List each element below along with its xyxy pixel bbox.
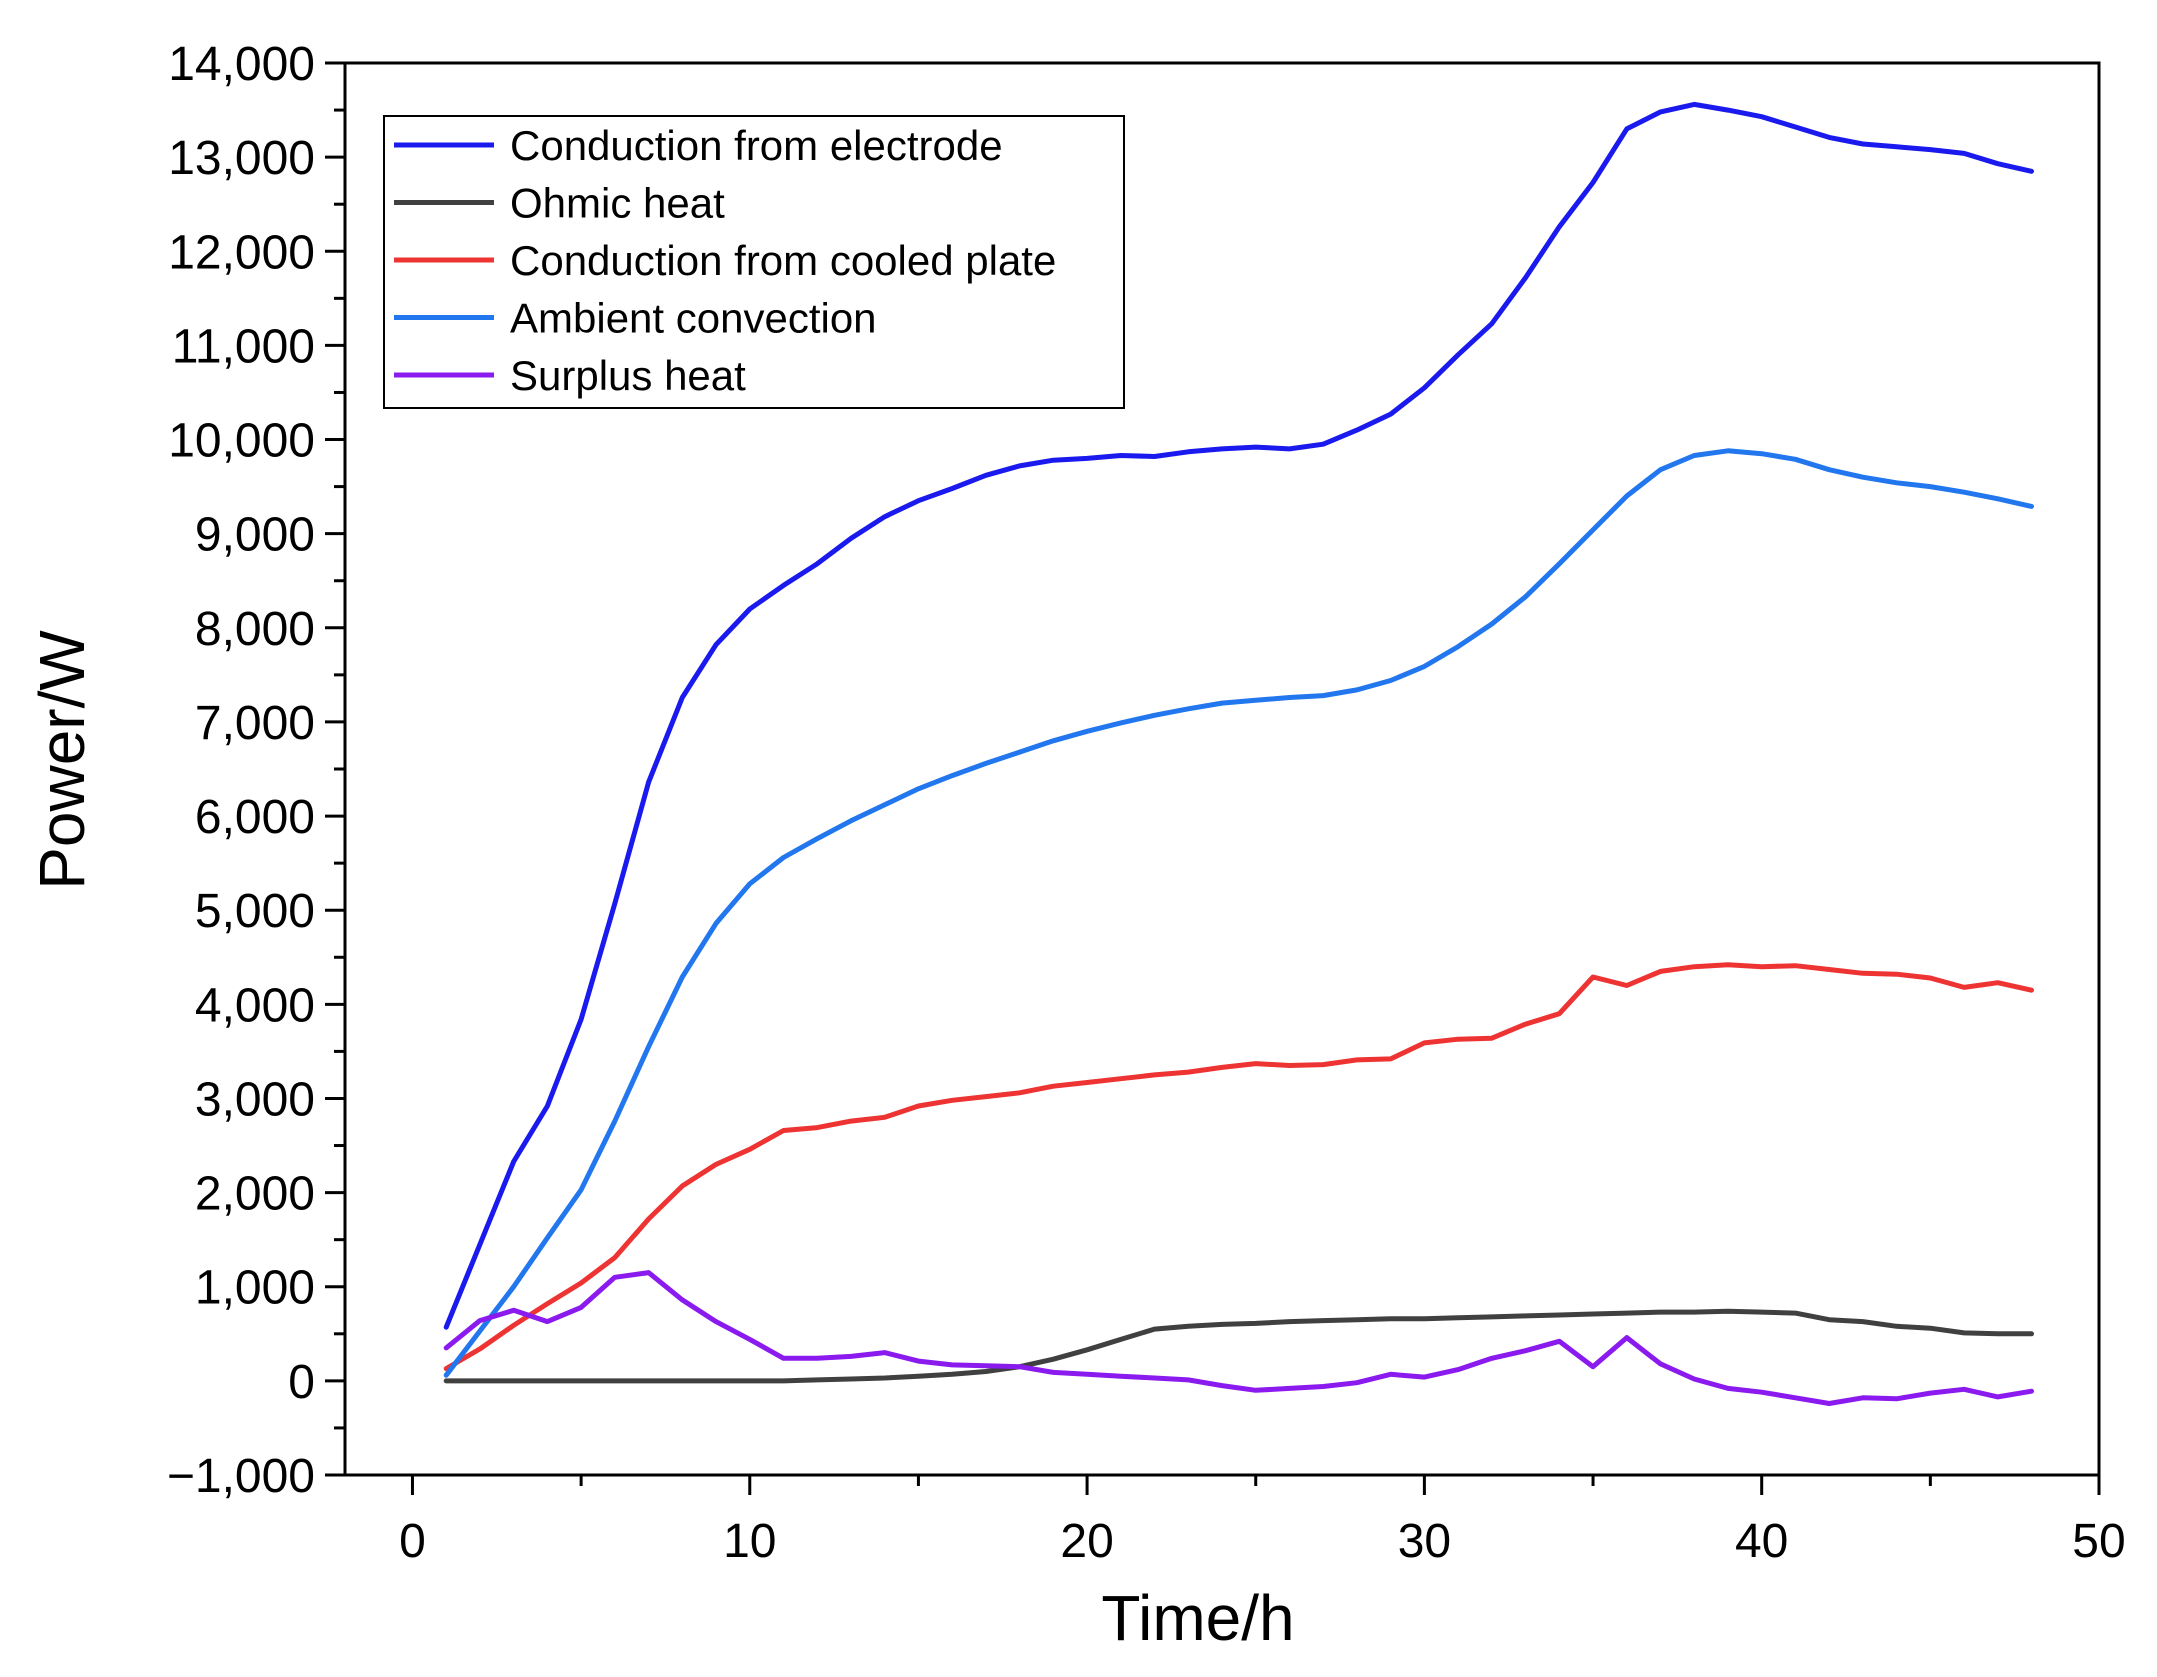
x-axis: 0 10 20 30 40 50 — [399, 1475, 2126, 1568]
y-tick-label: 0 — [288, 1356, 315, 1409]
y-tick-label: 5,000 — [195, 885, 315, 938]
legend-label-surplus-heat: Surplus heat — [510, 352, 746, 399]
series-line-conduction-from-cooled-plate — [443, 962, 2034, 1372]
series-line-surplus-heat — [443, 1270, 2034, 1406]
y-tick-label: 14,000 — [168, 38, 315, 91]
x-tick-label: 50 — [2072, 1515, 2125, 1568]
legend-label-conduction-from-electrode: Conduction from electrode — [510, 122, 1003, 169]
y-tick-label: 2,000 — [195, 1168, 315, 1221]
legend-box — [383, 115, 1125, 409]
y-tick-label: 1,000 — [195, 1262, 315, 1315]
y-tick-label: 11,000 — [172, 320, 315, 373]
y-tick-label: −1,000 — [167, 1450, 315, 1503]
y-axis-title: Power/W — [26, 630, 98, 890]
x-tick-label: 40 — [1735, 1515, 1788, 1568]
x-tick-label: 30 — [1398, 1515, 1451, 1568]
legend-label-ambient-convection: Ambient convection — [510, 295, 877, 342]
x-axis-title: Time/h — [1101, 1582, 1294, 1654]
y-axis: −1,000 0 1,000 2,000 3,000 4,000 5,000 6,000 7,0… — [167, 38, 345, 1503]
series-line-conduction-from-electrode — [443, 101, 2034, 1330]
x-tick-label: 0 — [399, 1515, 426, 1568]
series-line-ohmic-heat — [443, 1308, 2034, 1384]
y-tick-label: 6,000 — [195, 791, 315, 844]
y-tick-label: 12,000 — [168, 226, 315, 279]
y-tick-label: 8,000 — [195, 603, 315, 656]
y-tick-label: 9,000 — [195, 509, 315, 562]
y-tick-label: 10,000 — [168, 415, 315, 468]
legend-label-ohmic-heat: Ohmic heat — [510, 180, 725, 227]
y-tick-label: 3,000 — [195, 1073, 315, 1126]
x-tick-label: 20 — [1060, 1515, 1113, 1568]
x-tick-label: 10 — [723, 1515, 776, 1568]
y-tick-label: 13,000 — [168, 132, 315, 185]
y-tick-label: 7,000 — [195, 697, 315, 750]
y-tick-label: 4,000 — [195, 979, 315, 1032]
legend-label-conduction-from-cooled-plate: Conduction from cooled plate — [510, 237, 1056, 284]
series-line-ambient-convection — [443, 448, 2034, 1378]
plot-lines — [443, 101, 2034, 1406]
legend: Conduction from electrode Ohmic heat Condu… — [383, 115, 1125, 409]
